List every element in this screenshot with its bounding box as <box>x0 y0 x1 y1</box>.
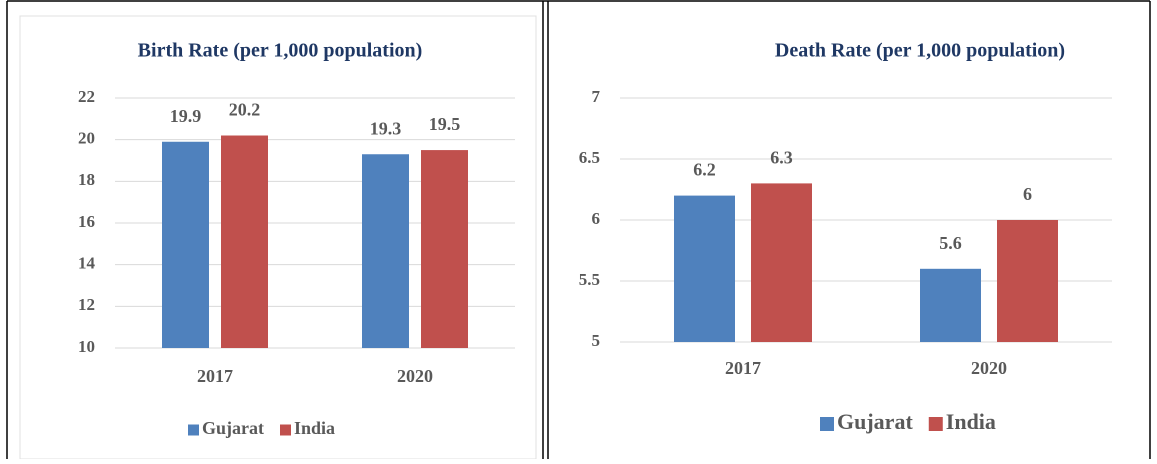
x-tick-label: 2017 <box>725 358 761 378</box>
data-label: 5.6 <box>939 233 962 253</box>
data-label: 19.3 <box>370 118 402 138</box>
y-tick-label: 22 <box>78 87 95 106</box>
data-label: 6.2 <box>693 160 716 180</box>
bar <box>421 150 468 348</box>
y-tick-label: 6.5 <box>579 148 600 167</box>
x-tick-label: 2020 <box>971 358 1007 378</box>
data-label: 19.9 <box>170 106 202 126</box>
legend-label: India <box>294 418 335 438</box>
data-label: 20.2 <box>229 100 261 120</box>
bar <box>920 268 981 342</box>
x-tick-label: 2020 <box>397 366 433 386</box>
y-tick-label: 12 <box>78 295 95 314</box>
y-tick-label: 10 <box>78 337 95 356</box>
data-label: 6 <box>1023 184 1032 204</box>
y-tick-label: 7 <box>592 87 601 106</box>
data-label: 19.5 <box>429 114 461 134</box>
data-label: 6.3 <box>770 148 793 168</box>
bar <box>362 154 409 348</box>
legend-swatch <box>280 424 291 436</box>
bar <box>221 135 268 348</box>
y-tick-label: 5 <box>592 331 601 350</box>
legend-swatch <box>928 417 943 431</box>
bar <box>751 183 812 342</box>
bar <box>997 220 1058 342</box>
y-tick-label: 5.5 <box>579 270 600 289</box>
legend-swatch <box>820 417 834 431</box>
chart-title: Death Rate (per 1,000 population) <box>775 40 1065 62</box>
bar <box>674 195 735 342</box>
x-tick-label: 2017 <box>197 366 233 386</box>
legend-label: Gujarat <box>837 409 913 434</box>
y-tick-label: 14 <box>78 254 96 273</box>
legend-swatch <box>188 424 199 436</box>
legend-label: India <box>946 409 996 434</box>
y-tick-label: 16 <box>78 212 95 231</box>
chart-title: Birth Rate (per 1,000 population) <box>138 40 423 62</box>
legend-label: Gujarat <box>202 418 264 438</box>
y-tick-label: 18 <box>78 170 95 189</box>
y-tick-label: 6 <box>592 209 601 228</box>
bar <box>162 141 209 348</box>
y-tick-label: 20 <box>78 129 95 148</box>
